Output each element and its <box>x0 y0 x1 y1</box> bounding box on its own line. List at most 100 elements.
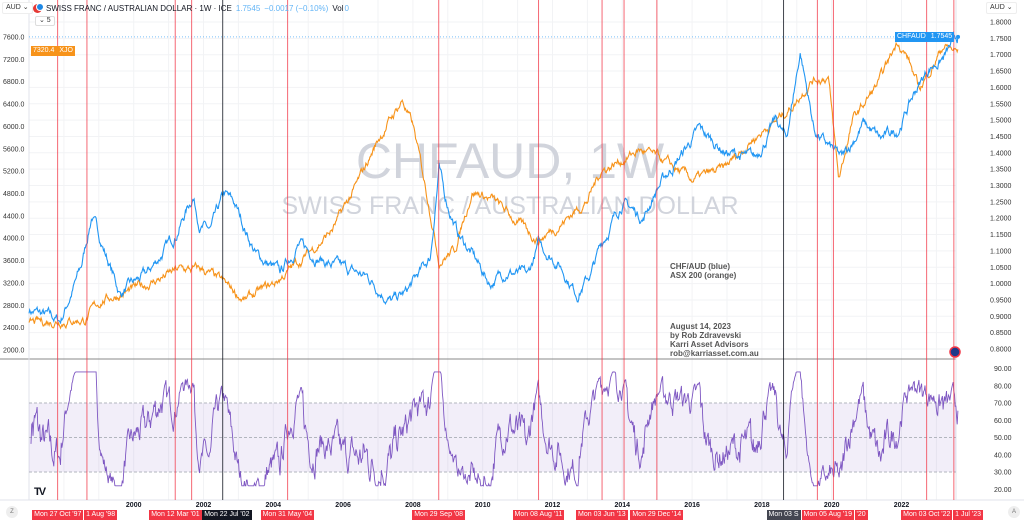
marker-date-label: Mon 03 Oct '22 <box>901 510 953 520</box>
left-axis-tick: 5200.0 <box>3 169 25 176</box>
note-date: August 14, 2023 <box>670 322 731 331</box>
time-axis-tick: 2000 <box>126 502 142 509</box>
time-axis-tick: 2022 <box>894 502 910 509</box>
right-axis-tick: 1.7500 <box>990 36 1012 43</box>
left-axis-tick: 6000.0 <box>3 124 25 131</box>
right-axis-tick: 1.5000 <box>990 118 1012 125</box>
marker-date-label: Mon 03 S <box>766 510 801 520</box>
marker-date-label: '20 <box>854 510 868 520</box>
rsi-axis-tick: 30.00 <box>994 470 1012 477</box>
left-axis-tick: 3600.0 <box>3 258 25 265</box>
left-axis-tick: 6800.0 <box>3 79 25 86</box>
marker-date-label: Mon 12 Mar '01 <box>149 510 202 520</box>
left-axis-tick: 3200.0 <box>3 280 25 287</box>
right-axis-tick: 1.4500 <box>990 134 1012 141</box>
time-axis-tick: 2014 <box>615 502 631 509</box>
marker-date-label: Mon 03 Jun '13 <box>576 510 628 520</box>
watermark-symbol: CHFAUD, 1W <box>356 133 665 189</box>
time-axis-tick: 2012 <box>545 502 561 509</box>
left-axis-tick: 7200.0 <box>3 57 25 64</box>
last-point-dot <box>956 34 961 39</box>
volume-label: Vol <box>332 4 344 13</box>
time-axis-tick: 2010 <box>475 502 491 509</box>
marker-date-label: Mon 05 Aug '19 <box>801 510 854 520</box>
symbol-title[interactable]: SWISS FRANC / AUSTRALIAN DOLLAR · 1W · I… <box>46 4 232 13</box>
right-axis-tick: 1.5500 <box>990 101 1012 108</box>
note-author: by Rob Zdravevski <box>670 331 742 340</box>
time-axis-tick: 2020 <box>824 502 840 509</box>
time-axis-tick: 2006 <box>335 502 351 509</box>
note-email: rob@karriasset.com.au <box>670 349 759 358</box>
left-axis-tick: 6400.0 <box>3 102 25 109</box>
marker-date-label: Mon 22 Jul '02 <box>202 510 252 520</box>
right-axis-tick: 0.8500 <box>990 330 1012 337</box>
tradingview-logo: TV <box>34 486 46 498</box>
right-axis-tick: 1.2500 <box>990 199 1012 206</box>
right-axis-tick: 0.9500 <box>990 297 1012 304</box>
asx200-series-line <box>28 41 959 330</box>
right-axis-tick: 1.6000 <box>990 85 1012 92</box>
chart-legend: SWISS FRANC / AUSTRALIAN DOLLAR · 1W · I… <box>33 3 349 13</box>
chfaud-value: 1.7545 <box>930 32 953 40</box>
volume-value: 0 <box>344 4 349 13</box>
time-axis-tick: 2002 <box>196 502 212 509</box>
time-axis-tick: 2008 <box>405 502 421 509</box>
rsi-axis-tick: 60.00 <box>994 418 1012 425</box>
marker-date-label: Mon 08 Aug '11 <box>512 510 565 520</box>
marker-date-label: 1 Jul '23 <box>953 510 983 520</box>
left-axis-tick: 4000.0 <box>3 236 25 243</box>
rsi-axis-tick: 20.00 <box>994 487 1012 494</box>
right-axis-tick: 1.3000 <box>990 183 1012 190</box>
right-axis-tick: 1.0000 <box>990 281 1012 288</box>
xjo-value: 7320.4 <box>33 47 55 54</box>
rsi-axis-tick: 90.00 <box>994 366 1012 373</box>
right-axis-tick: 1.8000 <box>990 20 1012 27</box>
chfaud-price-tag: CHFAUD 1.7545 <box>895 31 955 42</box>
chfaud-series-line <box>28 31 959 324</box>
right-axis-tick: 1.1000 <box>990 248 1012 255</box>
right-axis-tick: 1.2000 <box>990 216 1012 223</box>
left-axis-tick: 2400.0 <box>3 325 25 332</box>
rsi-axis-tick: 40.00 <box>994 452 1012 459</box>
right-axis-bg <box>956 0 1024 521</box>
right-axis-tick: 0.9000 <box>990 314 1012 321</box>
left-axis-tick: 5600.0 <box>3 146 25 153</box>
rsi-axis-tick: 80.00 <box>994 383 1012 390</box>
left-axis-tick: 4800.0 <box>3 191 25 198</box>
rsi-axis-tick: 70.00 <box>994 401 1012 408</box>
marker-date-label: Mon 29 Sep '08 <box>412 510 466 520</box>
left-currency-selector[interactable]: AUD ⌄ <box>2 2 33 14</box>
marker-date-label: Mon 27 Oct '97 <box>32 510 84 520</box>
marker-date-label: Mon 29 Dec '14 <box>630 510 684 520</box>
flag-icon <box>949 346 961 358</box>
xjo-price-tag: 7320.4 XJO <box>31 46 75 56</box>
timezone-button[interactable]: Z <box>6 506 18 518</box>
left-axis-tick: 2000.0 <box>3 348 25 355</box>
rsi-axis-tick: 50.00 <box>994 435 1012 442</box>
right-axis-tick: 1.0500 <box>990 265 1012 272</box>
indicators-collapse-button[interactable]: ⌄ 5 <box>35 16 55 26</box>
left-axis-tick: 4400.0 <box>3 213 25 220</box>
marker-date-label: Mon 31 May '04 <box>260 510 315 520</box>
right-currency-selector[interactable]: AUD ⌄ <box>986 2 1017 14</box>
note-company: Karri Asset Advisors <box>670 340 749 349</box>
left-axis-tick: 2800.0 <box>3 303 25 310</box>
currency-pair-icon <box>33 3 44 13</box>
rsi-series-line <box>30 371 959 487</box>
right-axis-tick: 1.4000 <box>990 150 1012 157</box>
legend-blue: CHF/AUD (blue) <box>670 262 730 271</box>
marker-date-label: 1 Aug '98 <box>84 510 118 520</box>
legend-orange: ASX 200 (orange) <box>670 271 737 280</box>
chfaud-name: CHFAUD <box>897 32 926 40</box>
time-axis-tick: 2016 <box>684 502 700 509</box>
series-legend-note: CHF/AUD (blue) ASX 200 (orange) <box>670 262 736 280</box>
right-axis-tick: 1.3500 <box>990 167 1012 174</box>
right-axis-tick: 1.7000 <box>990 52 1012 59</box>
right-axis-tick: 1.6500 <box>990 69 1012 76</box>
time-axis-tick: 2004 <box>266 502 282 509</box>
price-change: −0.0017 (−0.10%) <box>264 4 329 13</box>
auto-scale-button[interactable]: A <box>1008 506 1020 518</box>
time-axis-tick: 2018 <box>754 502 770 509</box>
last-price: 1.7545 <box>235 4 261 13</box>
